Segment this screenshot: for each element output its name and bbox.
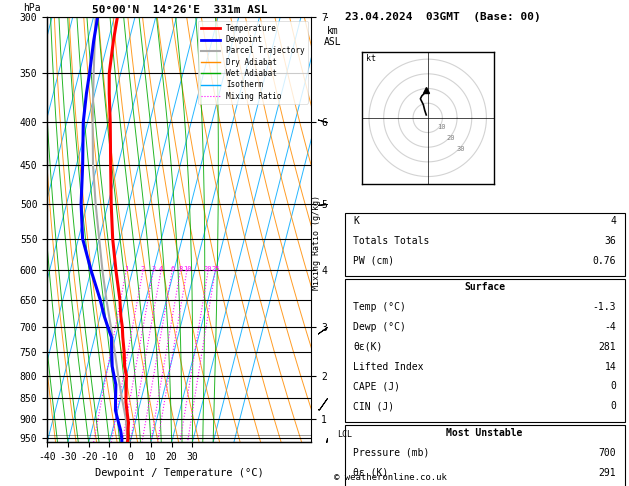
Text: 20: 20 (204, 266, 213, 272)
Bar (345, 213, 625, 277)
Text: LCL: LCL (338, 430, 352, 439)
Text: 700: 700 (599, 448, 616, 458)
Text: -1.3: -1.3 (593, 302, 616, 312)
Text: -4: -4 (604, 322, 616, 332)
Bar (345, 425, 625, 486)
Text: 25: 25 (211, 266, 220, 272)
Legend: Temperature, Dewpoint, Parcel Trajectory, Dry Adiabat, Wet Adiabat, Isotherm, Mi: Temperature, Dewpoint, Parcel Trajectory… (198, 21, 308, 104)
Bar (345, 279, 625, 422)
Title: 50°00'N  14°26'E  331m ASL: 50°00'N 14°26'E 331m ASL (91, 5, 267, 15)
Text: CIN (J): CIN (J) (353, 401, 394, 411)
Text: Totals Totals: Totals Totals (353, 236, 430, 246)
Text: 14: 14 (604, 362, 616, 372)
Text: 30: 30 (456, 146, 465, 152)
Text: 281: 281 (599, 342, 616, 352)
Text: hPa: hPa (23, 3, 41, 13)
Text: 20: 20 (447, 135, 455, 141)
Text: θε(K): θε(K) (353, 342, 382, 352)
Text: kt: kt (366, 53, 376, 63)
Text: Pressure (mb): Pressure (mb) (353, 448, 430, 458)
Text: θε (K): θε (K) (353, 468, 388, 478)
Text: 4: 4 (610, 216, 616, 226)
Text: 0: 0 (610, 401, 616, 411)
Text: 10: 10 (182, 266, 191, 272)
Text: 8: 8 (178, 266, 182, 272)
Y-axis label: km
ASL: km ASL (324, 25, 342, 47)
Text: 6: 6 (170, 266, 174, 272)
Text: Surface: Surface (464, 282, 505, 292)
Text: 4: 4 (159, 266, 163, 272)
Text: Dewp (°C): Dewp (°C) (353, 322, 406, 332)
X-axis label: Dewpoint / Temperature (°C): Dewpoint / Temperature (°C) (95, 468, 264, 478)
Text: 2: 2 (141, 266, 145, 272)
Text: Mixing Ratio (g/kg): Mixing Ratio (g/kg) (312, 195, 321, 291)
Text: Most Unstable: Most Unstable (447, 428, 523, 438)
Text: Lifted Index: Lifted Index (353, 362, 423, 372)
Text: PW (cm): PW (cm) (353, 256, 394, 266)
Text: 0: 0 (610, 382, 616, 391)
Text: 3: 3 (152, 266, 155, 272)
Text: 1: 1 (124, 266, 128, 272)
Text: CAPE (J): CAPE (J) (353, 382, 400, 391)
Text: 23.04.2024  03GMT  (Base: 00): 23.04.2024 03GMT (Base: 00) (345, 12, 540, 22)
Text: Temp (°C): Temp (°C) (353, 302, 406, 312)
Text: 291: 291 (599, 468, 616, 478)
Text: 36: 36 (604, 236, 616, 246)
Text: 10: 10 (437, 124, 446, 130)
Text: 0.76: 0.76 (593, 256, 616, 266)
Text: K: K (353, 216, 359, 226)
Text: © weatheronline.co.uk: © weatheronline.co.uk (333, 473, 447, 482)
